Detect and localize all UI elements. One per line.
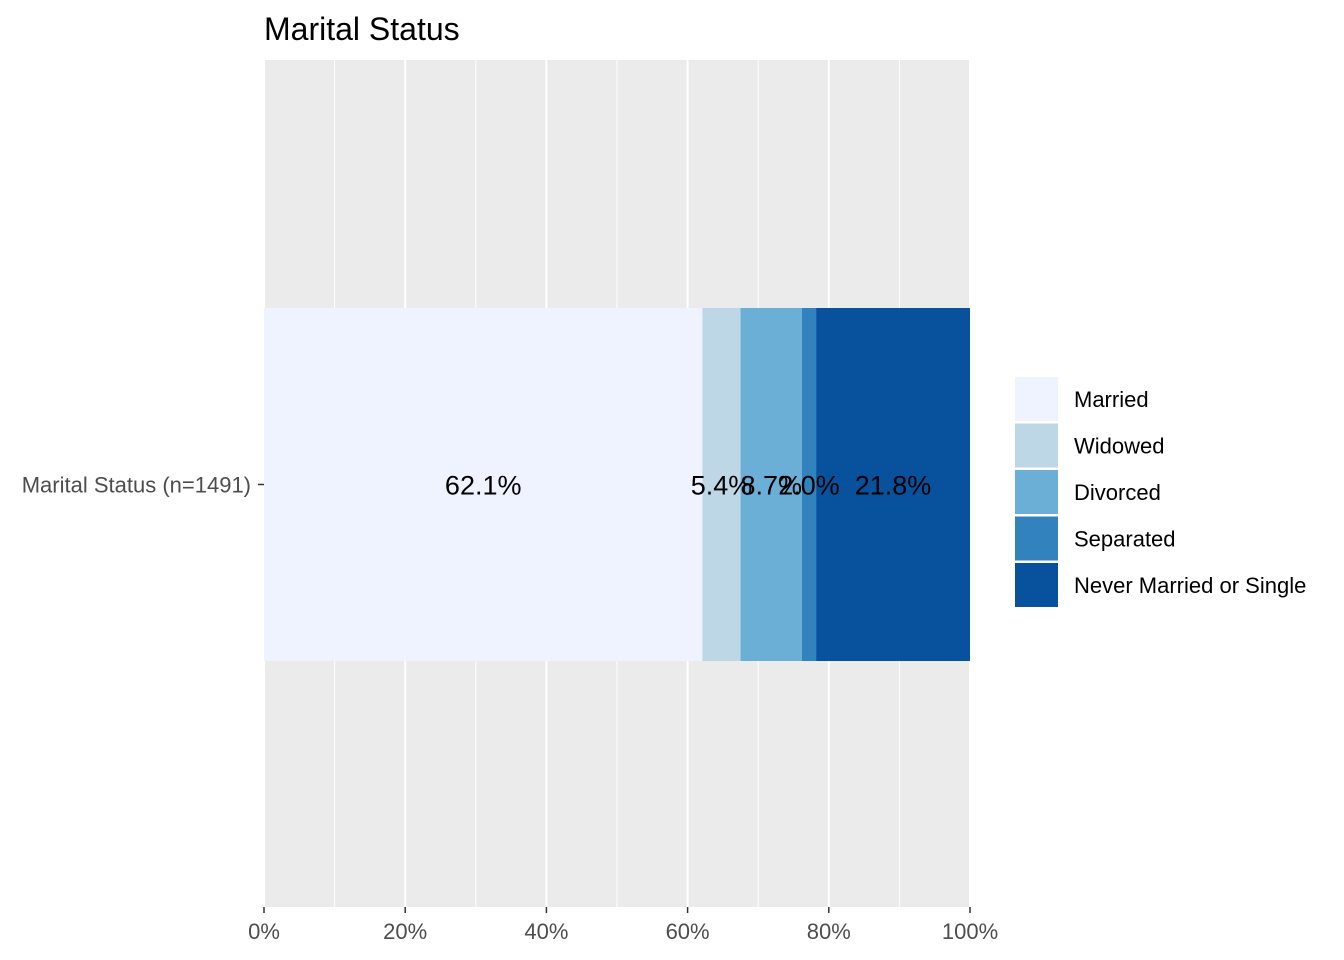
bar-segment-separated [801, 308, 817, 661]
data-label-never-married-or-single: 21.8% [855, 471, 932, 501]
bar-segment-widowed [702, 308, 741, 661]
legend-label-widowed: Widowed [1074, 434, 1164, 459]
x-tick-label: 40% [524, 919, 568, 944]
axes: 0% 20% 40% 60% 80% 100% Marital Status (n=1491… [22, 473, 998, 945]
data-label-widowed: 5.4% [691, 471, 753, 501]
y-tick-label: Marital Status (n=1491) [22, 473, 251, 498]
x-tick-label: 0% [248, 919, 280, 944]
x-tick-label: 20% [383, 919, 427, 944]
legend-label-married: Married [1074, 387, 1149, 412]
legend-key-divorced [1015, 470, 1058, 514]
legend: Married Widowed Divorced Separated Never Mar… [1015, 377, 1306, 607]
legend-key-widowed [1015, 423, 1058, 468]
legend-key-never-married-or-single [1015, 563, 1058, 607]
bar-segment-divorced [740, 308, 802, 661]
data-label-separated: 2.0% [778, 471, 840, 501]
data-label-married: 62.1% [445, 471, 522, 501]
x-tick-label: 80% [807, 919, 851, 944]
bar-segments [264, 308, 970, 661]
bar-segment-married [264, 308, 703, 661]
legend-label-never-married-or-single: Never Married or Single [1074, 573, 1306, 598]
x-tick-label: 100% [942, 919, 998, 944]
bar-segment-never-married-or-single [816, 308, 970, 661]
legend-label-divorced: Divorced [1074, 480, 1161, 505]
data-labels: 62.1% 5.4%8.7%2.0% 21.8% [445, 471, 931, 501]
data-label-divorced: 8.7% [740, 471, 802, 501]
legend-key-separated [1015, 516, 1058, 561]
chart-title: Marital Status [264, 11, 460, 47]
legend-label-separated: Separated [1074, 527, 1176, 552]
legend-key-married [1015, 377, 1058, 421]
x-tick-label: 60% [666, 919, 710, 944]
